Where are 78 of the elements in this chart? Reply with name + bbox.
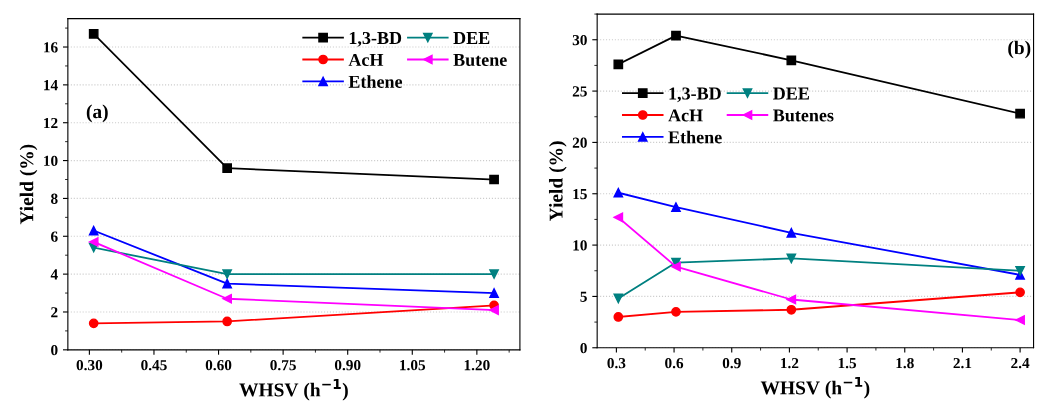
legend-label: 1,3-BD [669,87,721,103]
point [88,28,99,39]
x-tick-label: 1.2 [781,357,799,369]
y-tick-label: 4 [50,269,58,280]
point [88,225,99,236]
x-tick-label: 0.60 [205,359,232,371]
y-tick-label: 5 [580,291,587,302]
point [222,163,233,174]
point [88,237,99,247]
y-tick-label: 14 [44,80,58,91]
x-tick-label: 0.6 [665,357,684,369]
point [613,212,624,223]
x-tick-label: 0.90 [334,359,361,371]
point [613,312,624,322]
point [786,55,797,66]
y-tick-label: 15 [573,188,587,200]
legend-label: AcH [668,109,703,122]
y-tick-label: 0 [580,342,587,354]
point [1015,108,1025,119]
y-tick-label: 10 [573,240,587,251]
x-axis-title: WHSV (h$^{−1}$) [760,376,870,399]
point [222,316,233,327]
y-tick-label: 16 [44,42,58,53]
point [222,293,233,304]
y-tick-label: 0 [51,344,58,356]
x-tick-label: 0.30 [76,359,103,371]
x-tick-label: 1.05 [400,359,426,371]
x-tick-label: 2.1 [953,357,972,369]
point [671,261,681,272]
x-tick-label: 0.9 [722,357,741,369]
legend-label: DEE [453,32,490,44]
legend-label: DEE [773,87,809,100]
point [489,174,499,185]
point [786,294,797,305]
point [671,306,681,317]
legend-label: AcH [348,53,384,66]
legend-label: 1,3-BD [349,31,402,47]
point [613,187,624,198]
x-tick-label: 1.8 [896,357,914,369]
point [489,305,499,315]
point [786,227,797,238]
point [786,304,797,315]
y-tick-label: 12 [44,117,58,129]
point [489,269,499,279]
y-tick-label: 20 [572,137,587,148]
point [671,30,681,41]
point [222,269,233,279]
x-tick-label: 0.45 [141,359,167,371]
legend-label: Butene [453,53,507,67]
y-tick-label: 25 [572,86,587,97]
point [1015,315,1025,325]
y-axis-title: Yield (%) [548,141,567,221]
annotation: (a) [86,104,108,123]
x-tick-label: 1.5 [838,358,857,369]
point [88,318,99,329]
point [613,59,624,70]
point [1015,265,1025,276]
y-tick-label: 10 [44,155,58,167]
annotation: (b) [1008,40,1031,59]
point [671,202,681,212]
point [613,293,624,304]
y-axis-title: Yield (%) [19,144,38,225]
y-tick-label: 8 [51,193,58,204]
legend-label: Ethene [348,75,403,88]
y-tick-label: 2 [51,307,58,318]
legend-label: Butenes [773,109,834,122]
point [489,288,499,298]
point [1015,287,1025,298]
x-tick-label: 1.20 [464,359,490,371]
y-tick-label: 30 [572,34,587,46]
x-tick-label: 0.75 [270,359,296,371]
y-tick-label: 6 [51,231,58,242]
legend-label: Ethene [668,130,722,144]
point [222,278,233,289]
x-tick-label: 2.4 [1011,357,1030,369]
x-axis-title: WHSV (h$^{−1}$) [239,378,348,401]
x-tick-label: 0.3 [607,357,626,369]
point [786,253,797,264]
